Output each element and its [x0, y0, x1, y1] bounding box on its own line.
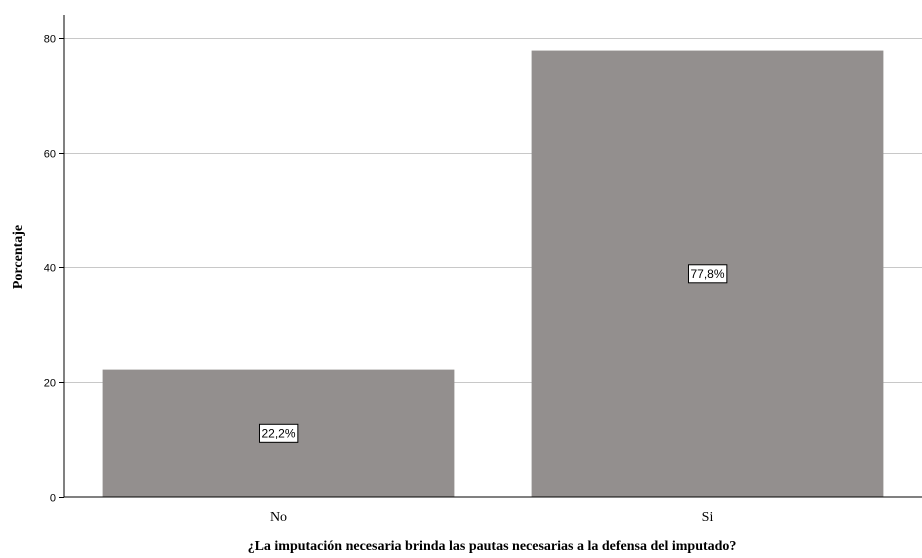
y-tick-labels: 0 20 40 60 80 [44, 34, 64, 505]
y-tick-label: 60 [44, 149, 56, 161]
data-label: 22,2% [258, 423, 299, 443]
data-label-text: 77,8% [690, 267, 724, 281]
x-axis-title: ¿La imputación necesaria brinda las paut… [248, 539, 737, 554]
data-label-box [258, 423, 299, 443]
x-tick-label: Si [702, 510, 714, 525]
y-axis-title: Porcentaje [11, 225, 26, 289]
data-labels: 22,2% 77,8% [258, 264, 728, 443]
data-label: 77,8% [687, 264, 728, 284]
bars [102, 50, 884, 497]
x-tick-label: No [270, 510, 287, 525]
data-label-text: 22,2% [261, 426, 295, 440]
data-label-box [687, 264, 728, 284]
x-tick-labels: No Si [270, 510, 714, 525]
y-tick-label: 20 [44, 378, 56, 390]
y-tick-label: 80 [44, 34, 56, 46]
y-tick-label: 40 [44, 263, 56, 275]
y-tick-label: 0 [50, 493, 56, 505]
